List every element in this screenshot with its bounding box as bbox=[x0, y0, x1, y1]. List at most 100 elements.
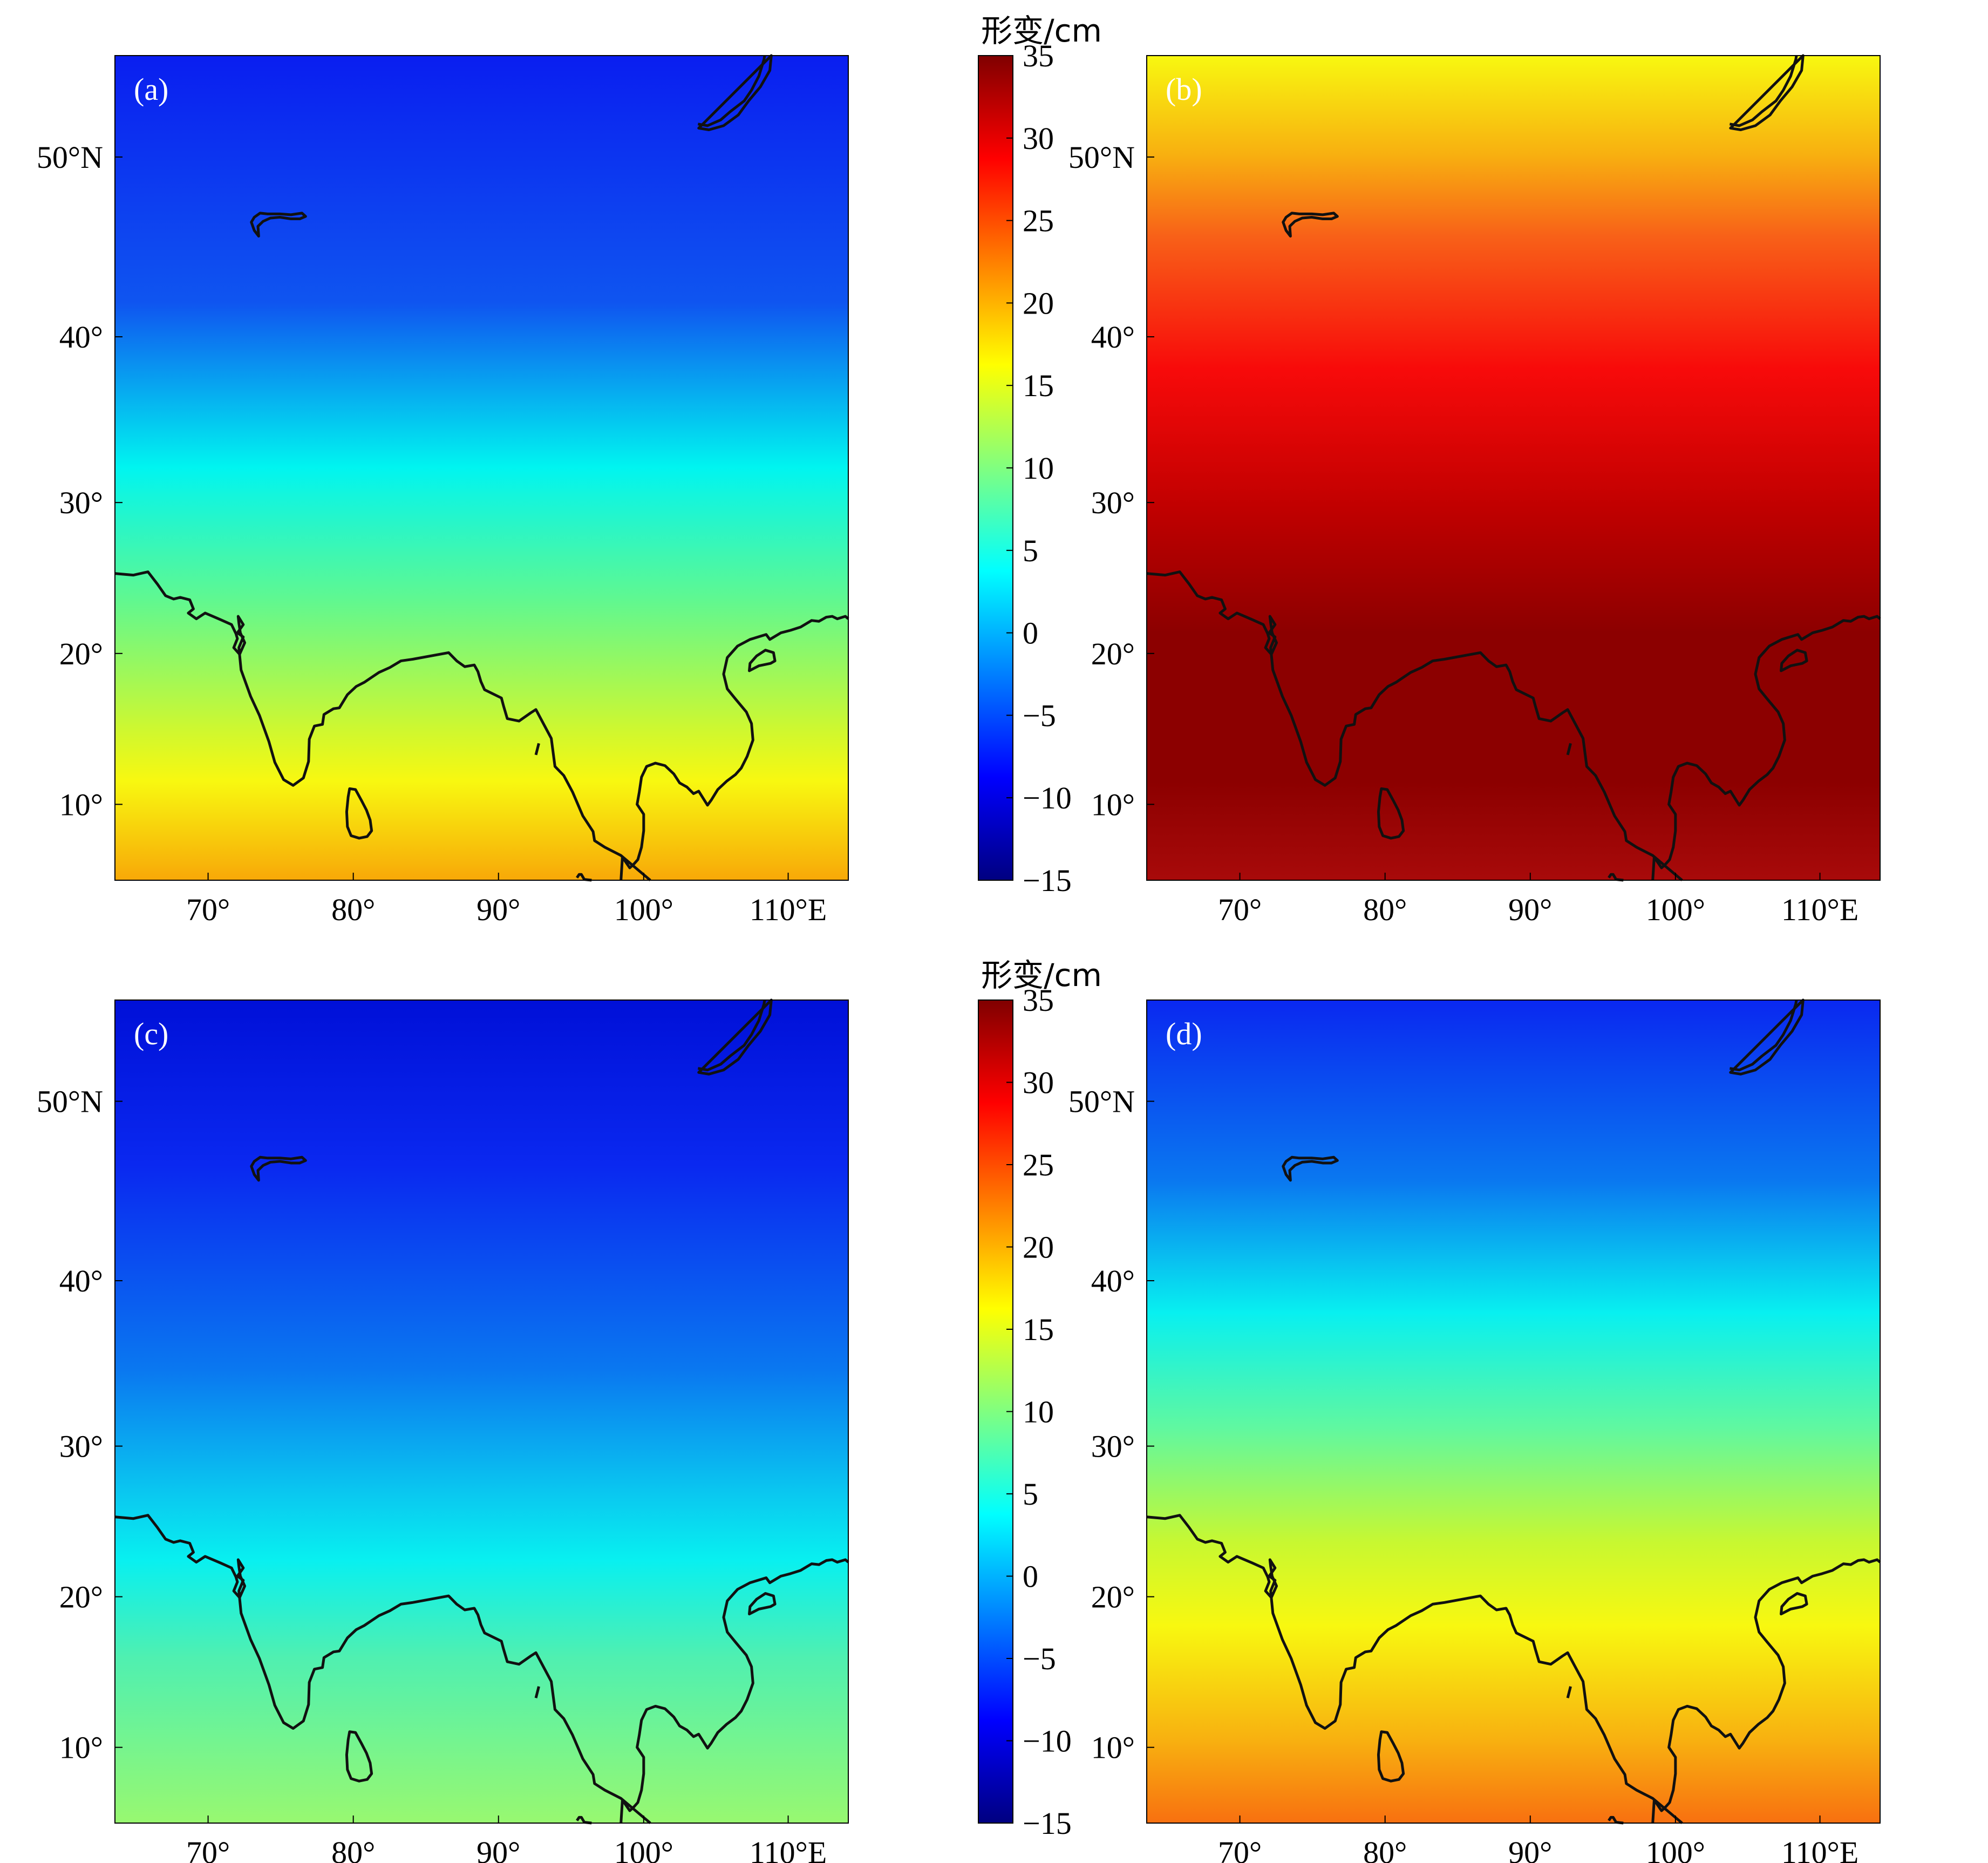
lon-tick-label: 100° bbox=[1646, 892, 1705, 927]
lat-tick-label: 10° bbox=[1091, 1730, 1135, 1765]
lat-tick-label: 30° bbox=[1091, 485, 1135, 520]
coastline bbox=[1147, 1515, 1682, 1823]
lat-tick-label: 40° bbox=[1091, 1263, 1135, 1298]
lat-tick-label: 40° bbox=[1091, 319, 1135, 355]
coastline bbox=[1283, 1157, 1338, 1180]
lon-tick-label: 100° bbox=[614, 892, 673, 927]
deformation-field bbox=[1147, 1000, 1880, 1823]
lon-tick-label: 100° bbox=[1646, 1835, 1705, 1863]
coastline bbox=[1568, 1687, 1570, 1698]
deformation-field bbox=[1147, 56, 1880, 880]
coastline bbox=[1609, 1817, 1623, 1823]
colorbar-title: 形变/cm bbox=[981, 12, 1102, 49]
coastline bbox=[1378, 1732, 1403, 1782]
colorbar-tick-label: 30 bbox=[1023, 121, 1054, 156]
map-panel-b: (b) 50°N 40° 30° 20° 10° 70° 80° 90° 100° 110°E bbox=[1068, 56, 1880, 927]
coastline bbox=[621, 1560, 848, 1823]
colorbar-tick-label: 20 bbox=[1023, 285, 1054, 321]
deformation-field bbox=[115, 56, 848, 880]
lon-tick-label: 110°E bbox=[750, 1835, 827, 1863]
colorbar-tick-label: 0 bbox=[1023, 1559, 1038, 1594]
map-frame bbox=[1146, 55, 1881, 881]
colorbar-tick-label: −10 bbox=[1023, 780, 1072, 815]
colorbar-tick-label: 0 bbox=[1023, 616, 1038, 651]
lon-tick-label: 90° bbox=[1508, 892, 1552, 927]
coastline bbox=[1378, 788, 1403, 838]
map-panel-d: (d) 50°N 40° 30° 20° 10° 70° 80° 90° 100° 110°E bbox=[1068, 1000, 1880, 1863]
coastline bbox=[698, 56, 771, 130]
lon-tick-label: 110°E bbox=[1781, 1835, 1858, 1863]
lon-tick-label: 70° bbox=[1218, 1835, 1262, 1863]
colorbar: 35 30 25 20 15 10 5 0 −5 −10 −15 形变/cm bbox=[978, 957, 1102, 1841]
coastline bbox=[115, 572, 650, 880]
lat-tick-label: 50°N bbox=[37, 140, 103, 175]
colorbar-tick-label: 25 bbox=[1023, 203, 1054, 239]
coastline bbox=[1283, 213, 1338, 236]
coastline bbox=[346, 788, 371, 838]
panel-label: (c) bbox=[134, 1016, 168, 1051]
coastline bbox=[1568, 743, 1570, 754]
coastline bbox=[1781, 650, 1807, 671]
coastline-group bbox=[115, 56, 848, 880]
colorbar-tick-label: 25 bbox=[1023, 1147, 1054, 1182]
coastline bbox=[346, 1732, 371, 1782]
colorbar-tick-label: −5 bbox=[1023, 698, 1056, 733]
lat-tick-label: 20° bbox=[59, 1580, 103, 1615]
coastline bbox=[577, 1817, 591, 1823]
coastline bbox=[251, 1157, 306, 1180]
coastline bbox=[750, 650, 775, 671]
lon-tick-label: 70° bbox=[186, 892, 230, 927]
colorbar-tick-label: −5 bbox=[1023, 1641, 1056, 1676]
colorbar-tick-label: 5 bbox=[1023, 533, 1038, 568]
coastline-group bbox=[1147, 1000, 1880, 1823]
lat-tick-label: 40° bbox=[59, 1263, 103, 1298]
lat-tick-label: 30° bbox=[59, 1429, 103, 1464]
colorbar-tick-label: −15 bbox=[1023, 1806, 1072, 1841]
lon-tick-label: 110°E bbox=[750, 892, 827, 927]
lon-tick-label: 80° bbox=[331, 892, 375, 927]
colorbar-tick-label: −10 bbox=[1023, 1724, 1072, 1759]
lat-tick-label: 20° bbox=[1091, 1580, 1135, 1615]
map-panel-c: (c) 50°N 40° 30° 20° 10° 70° 80° 90° 100° 110°E bbox=[37, 1000, 848, 1863]
lat-tick-label: 50°N bbox=[1068, 1084, 1135, 1119]
colorbar-tick-label: 10 bbox=[1023, 1395, 1054, 1430]
lat-tick-label: 10° bbox=[1091, 787, 1135, 822]
lat-tick-label: 30° bbox=[59, 485, 103, 520]
lon-tick-label: 80° bbox=[331, 1835, 375, 1863]
colorbar-tick-label: 30 bbox=[1023, 1065, 1054, 1100]
lon-tick-label: 80° bbox=[1363, 892, 1407, 927]
coastline bbox=[1781, 1594, 1807, 1614]
map-frame bbox=[114, 55, 849, 881]
coastline bbox=[698, 1000, 771, 1074]
map-frame bbox=[114, 1000, 849, 1824]
lon-tick-label: 100° bbox=[614, 1835, 673, 1863]
coastline-group bbox=[115, 1000, 848, 1823]
lon-tick-label: 90° bbox=[476, 1835, 520, 1863]
colorbar: 35 30 25 20 15 10 5 0 −5 −10 −15 形变/cm bbox=[978, 12, 1102, 898]
lon-tick-label: 70° bbox=[1218, 892, 1262, 927]
coastline bbox=[1147, 572, 1682, 880]
colorbar-tick-label: −15 bbox=[1023, 863, 1072, 898]
coastline bbox=[577, 874, 591, 880]
panel-label: (d) bbox=[1166, 1016, 1202, 1051]
lat-tick-label: 50°N bbox=[1068, 140, 1135, 175]
colorbar-tick-label: 35 bbox=[1023, 983, 1054, 1018]
coastline-group bbox=[1147, 56, 1880, 880]
lon-tick-label: 70° bbox=[186, 1835, 230, 1863]
colorbar-tick-label: 5 bbox=[1023, 1477, 1038, 1512]
colorbar-tick-label: 35 bbox=[1023, 38, 1054, 73]
colorbar-tick-label: 15 bbox=[1023, 1312, 1054, 1347]
coastline bbox=[1730, 56, 1803, 130]
coastline bbox=[1730, 1000, 1803, 1074]
lon-tick-label: 90° bbox=[476, 892, 520, 927]
lat-tick-label: 10° bbox=[59, 1730, 103, 1765]
coastline bbox=[1653, 1560, 1880, 1823]
lat-tick-label: 20° bbox=[59, 636, 103, 671]
lat-tick-label: 10° bbox=[59, 787, 103, 822]
colorbar-tick-label: 20 bbox=[1023, 1230, 1054, 1265]
lon-tick-label: 110°E bbox=[1781, 892, 1858, 927]
colorbar-tick-label: 15 bbox=[1023, 368, 1054, 403]
coastline bbox=[251, 213, 306, 236]
coastline bbox=[621, 616, 848, 880]
